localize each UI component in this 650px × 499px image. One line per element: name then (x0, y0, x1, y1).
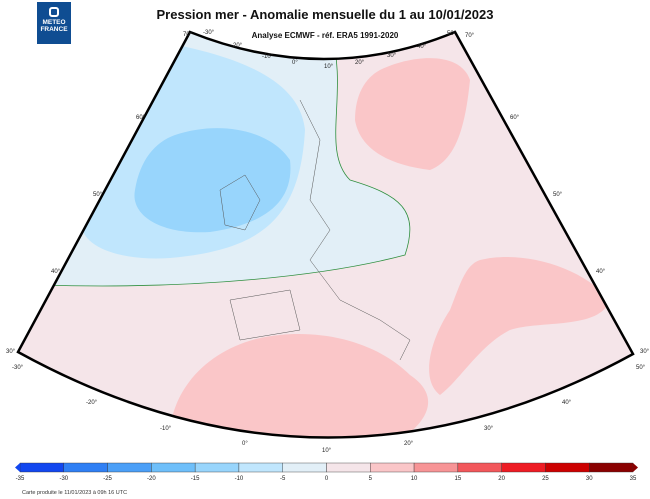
graticule-label-top: 70° (183, 32, 193, 38)
logo-text-1: METEO (42, 19, 66, 26)
graticule-label-left: 40° (51, 269, 61, 275)
graticule-label-right: 60° (510, 115, 520, 121)
colorbar-segment (238, 462, 283, 473)
graticule-label-top: 50° (447, 31, 457, 37)
graticule-label-top: 10° (324, 64, 334, 70)
colorbar-segment (19, 462, 64, 473)
colorbar-tick-label: 10 (410, 476, 418, 482)
graticule-label-left: -30° (12, 365, 24, 371)
colorbar-tick-label: 20 (498, 476, 505, 482)
colorbar-segment (194, 462, 240, 473)
graticule-label-top: 20° (355, 60, 365, 66)
colorbar-tick-label: 25 (542, 476, 549, 482)
graticule-label-right: 50° (636, 365, 646, 371)
colorbar-tick-label: -25 (103, 476, 112, 482)
colorbar-arrow-right (633, 463, 638, 472)
map-subtitle: Analyse ECMWF - réf. ERA5 1991-2020 (251, 31, 399, 40)
zero-contour (39, 32, 411, 287)
graticule-label-right: 50° (553, 192, 563, 198)
graticule-label-left: 50° (93, 192, 103, 198)
anomaly-map: 70° -30° -20° -10° 0° 10° 20° 30° 40° 50° 70° 60° 50… (6, 30, 650, 454)
graticule-label-bottom: -10° (160, 426, 172, 432)
colorbar-segment (501, 462, 546, 473)
logo-mark-icon (49, 7, 59, 17)
colorbar-tick-label: 0 (324, 476, 329, 482)
graticule-label-top: 70° (465, 33, 475, 39)
colorbar-tick-label: 35 (629, 476, 637, 482)
colorbar-segment (413, 462, 459, 473)
positive-anomaly-north-area (355, 58, 470, 170)
colorbar (15, 462, 638, 473)
colorbar-tick-label: 15 (454, 476, 462, 482)
colorbar-tick-label: -30 (59, 476, 69, 482)
colorbar-segment (63, 462, 108, 473)
colorbar-tick-label: 5 (368, 476, 372, 482)
negative-anomaly-10-area (134, 128, 291, 233)
colorbar-segment (151, 462, 196, 473)
colorbar-segment (107, 462, 152, 473)
colorbar-segment (282, 462, 327, 473)
graticule-label-top: -10° (262, 54, 274, 60)
colorbar-segment (545, 462, 590, 473)
map-title: Pression mer - Anomalie mensuelle du 1 a… (156, 7, 494, 22)
colorbar-tick-label: -5 (280, 476, 286, 482)
graticule-label-bottom: 10° (322, 448, 332, 454)
colorbar-arrow-left (15, 463, 20, 472)
graticule-label-left: 30° (6, 349, 16, 355)
colorbar-tick-label: 30 (585, 476, 593, 482)
colorbar-tick-label: -15 (190, 476, 200, 482)
meteo-france-logo: METEO FRANCE (37, 2, 71, 44)
graticule-label-bottom: 20° (404, 441, 414, 447)
graticule-label-bottom: 30° (484, 426, 494, 432)
colorbar-tick-label: -20 (147, 476, 156, 482)
positive-anomaly-east-area (429, 256, 610, 395)
graticule-label-bottom: 0° (242, 441, 248, 447)
colorbar-tick-label: -35 (15, 476, 25, 482)
graticule-label-top: -30° (203, 30, 215, 36)
colorbar-segment (370, 462, 415, 473)
footer-caption: Carte produite le 11/01/2023 à 09h 16 UT… (22, 490, 128, 496)
coastline-hint (219, 99, 411, 361)
graticule-label-top: 30° (387, 53, 397, 59)
graticule-label-right: 40° (596, 269, 606, 275)
colorbar-segment (326, 462, 371, 473)
graticule-label-right: 30° (640, 349, 650, 355)
logo-text-2: FRANCE (40, 26, 68, 33)
positive-anomaly-south-area (170, 334, 429, 438)
colorbar-tick-label: -10 (234, 476, 244, 482)
map-frame (16, 30, 635, 439)
graticule-label-bottom: -20° (86, 400, 98, 406)
graticule-label-top: 0° (292, 60, 298, 66)
graticule-label-top: -20° (231, 43, 243, 49)
graticule-label-bottom: 40° (562, 400, 572, 406)
colorbar-segment (457, 462, 502, 473)
colorbar-segment (589, 462, 634, 473)
graticule-label-top: 40° (417, 44, 427, 50)
graticule-label-left: 60° (136, 115, 146, 121)
